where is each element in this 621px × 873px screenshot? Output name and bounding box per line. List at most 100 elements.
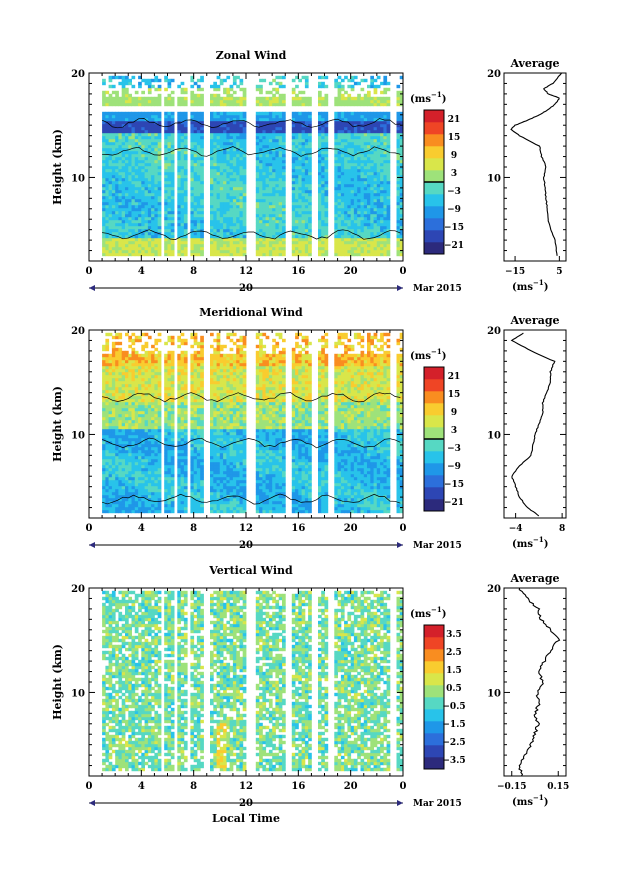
heatmap-cell <box>265 96 270 101</box>
heatmap-cell <box>131 129 136 134</box>
heatmap-cell <box>115 500 119 505</box>
heatmap-cell <box>216 225 221 230</box>
heatmap-cell <box>367 180 371 185</box>
heatmap-cell <box>170 192 175 197</box>
heatmap-cell <box>125 216 129 221</box>
heatmap-cell <box>157 252 162 257</box>
heatmap-cell <box>138 461 142 466</box>
heatmap-cell <box>125 449 129 454</box>
heatmap-cell <box>170 135 175 140</box>
heatmap-cell <box>383 213 388 218</box>
heatmap-cell <box>177 186 181 191</box>
heatmap-cell <box>291 99 296 104</box>
heatmap-cell <box>380 123 384 128</box>
heatmap-cell <box>125 249 129 254</box>
heatmap-cell <box>115 147 119 152</box>
heatmap-cell <box>304 153 309 158</box>
heatmap-cell <box>219 192 224 197</box>
heatmap-cell <box>111 231 116 236</box>
heatmap-cell <box>376 165 381 170</box>
heatmap-cell <box>216 129 221 134</box>
heatmap-cell <box>370 231 374 236</box>
heatmap-cell <box>304 168 309 173</box>
heatmap-cell <box>396 177 401 182</box>
heatmap-cell <box>138 377 142 382</box>
heatmap-cell <box>111 75 116 80</box>
heatmap-cell <box>229 87 234 92</box>
heatmap-cell <box>229 111 234 116</box>
heatmap-cell <box>108 144 113 149</box>
heatmap-cell <box>115 452 119 457</box>
heatmap-cell <box>157 153 162 158</box>
heatmap-cell <box>295 114 299 119</box>
heatmap-cell <box>265 111 270 116</box>
heatmap-cell <box>154 177 159 182</box>
heatmap-cell <box>396 90 401 95</box>
heatmap-cell <box>396 114 401 119</box>
heatmap-cell <box>239 135 244 140</box>
heatmap-cell <box>337 135 342 140</box>
heatmap-cell <box>138 99 142 104</box>
heatmap-cell <box>167 120 172 125</box>
heatmap-cell <box>340 189 345 194</box>
heatmap-cell <box>151 219 155 224</box>
heatmap-cell <box>357 195 361 200</box>
heatmap-cell <box>367 252 371 257</box>
heatmap-cell <box>134 485 139 490</box>
heatmap-cell <box>229 249 234 254</box>
heatmap-cell <box>360 222 365 227</box>
heatmap-cell <box>383 75 388 80</box>
heatmap-cell <box>121 126 126 131</box>
heatmap-cell <box>213 204 217 209</box>
heatmap-cell <box>164 162 168 167</box>
heatmap-cell <box>399 126 404 131</box>
heatmap-cell <box>363 246 368 251</box>
heatmap-cell <box>141 183 145 188</box>
heatmap-cell <box>141 117 145 122</box>
heatmap-cell <box>291 96 296 101</box>
heatmap-cell <box>108 189 113 194</box>
heatmap-cell <box>278 75 283 80</box>
heatmap-cell <box>108 398 113 403</box>
heatmap-cell <box>180 126 185 131</box>
heatmap-cell <box>268 126 273 131</box>
heatmap-cell <box>367 90 371 95</box>
heatmap-cell <box>131 458 136 463</box>
heatmap-cell <box>183 183 188 188</box>
heatmap-cell <box>337 162 342 167</box>
heatmap-cell <box>144 111 149 116</box>
heatmap-cell <box>131 371 136 376</box>
heatmap-cell <box>141 446 145 451</box>
heatmap-cell <box>357 213 361 218</box>
heatmap-cell <box>213 225 217 230</box>
heatmap-cell <box>337 186 342 191</box>
heatmap-cell <box>154 168 159 173</box>
heatmap-cell <box>138 485 142 490</box>
heatmap-cell <box>350 120 355 125</box>
heatmap-cell <box>111 431 116 436</box>
heatmap-cell <box>340 117 345 122</box>
heatmap-cell <box>102 222 106 227</box>
heatmap-cell <box>226 249 231 254</box>
heatmap-cell <box>268 189 273 194</box>
heatmap-cell <box>196 234 201 239</box>
heatmap-cell <box>118 455 123 460</box>
heatmap-cell <box>255 126 260 131</box>
heatmap-cell <box>226 147 231 152</box>
heatmap-cell <box>291 210 296 215</box>
profile-unit-base: (ms <box>512 282 533 293</box>
heatmap-cell <box>357 198 361 203</box>
heatmap-cell <box>223 213 227 218</box>
colorbar-label: 15 <box>448 133 461 143</box>
heatmap-cell <box>229 162 234 167</box>
heatmap-cell <box>118 153 123 158</box>
heatmap-cell <box>334 237 338 242</box>
heatmap-cell <box>232 156 237 161</box>
heatmap-cell <box>115 228 119 233</box>
heatmap-cell <box>334 243 338 248</box>
heatmap-cell <box>360 198 365 203</box>
heatmap-cell <box>118 452 123 457</box>
heatmap-cell <box>357 129 361 134</box>
heatmap-cell <box>259 246 263 251</box>
heatmap-cell <box>108 377 113 382</box>
